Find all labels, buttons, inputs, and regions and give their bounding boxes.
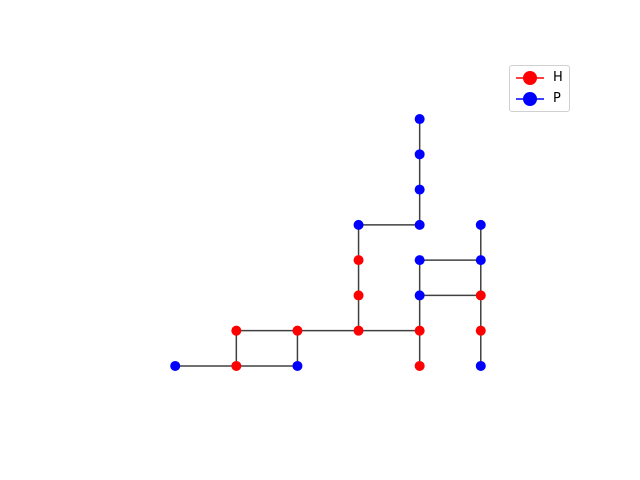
node-p: [414, 114, 425, 125]
node-h: [475, 290, 486, 301]
h-marker-icon: [516, 71, 544, 85]
node-p: [475, 219, 486, 230]
node-h: [353, 325, 364, 336]
legend-label-p: P: [553, 91, 561, 106]
legend: H P: [509, 65, 570, 112]
node-h: [353, 255, 364, 266]
node-p: [414, 149, 425, 160]
node-h: [414, 325, 425, 336]
node-p: [414, 255, 425, 266]
node-p: [292, 360, 303, 371]
node-p: [414, 184, 425, 195]
node-h: [475, 325, 486, 336]
node-p: [414, 290, 425, 301]
node-p: [353, 219, 364, 230]
node-p: [170, 360, 181, 371]
edge-layer: [175, 119, 482, 367]
legend-label-h: H: [553, 70, 563, 85]
node-h: [353, 290, 364, 301]
legend-entry-h: H: [510, 68, 569, 88]
node-h: [292, 325, 303, 336]
p-marker-icon: [516, 92, 544, 106]
node-layer: [170, 114, 486, 371]
legend-entry-p: P: [510, 89, 569, 109]
node-p: [414, 219, 425, 230]
node-h: [414, 360, 425, 371]
node-p: [475, 360, 486, 371]
node-h: [231, 360, 242, 371]
node-h: [231, 325, 242, 336]
node-p: [475, 255, 486, 266]
